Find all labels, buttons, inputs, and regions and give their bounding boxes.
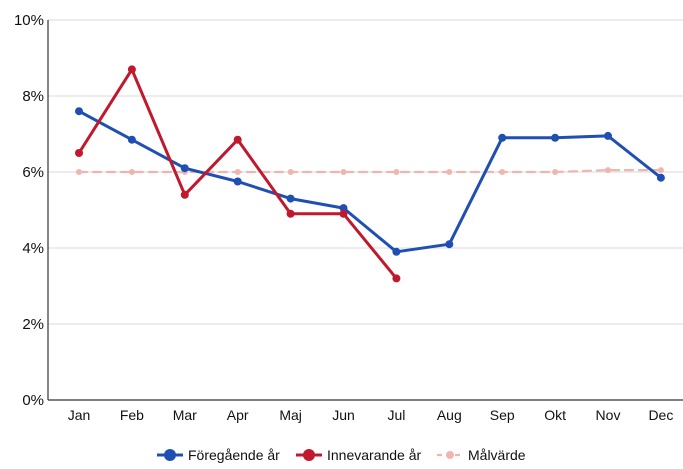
x-tick-label: Apr [227, 407, 249, 423]
data-point [288, 169, 294, 175]
data-point [551, 134, 559, 142]
x-tick-labels: Jan Feb Mar Apr Maj Jun Jul Aug Sep Okt Nov Dec [68, 407, 674, 423]
data-point [658, 167, 664, 173]
data-point [234, 136, 242, 144]
legend-label: Föregående år [188, 447, 280, 463]
data-point [287, 195, 295, 203]
data-point [657, 174, 665, 182]
data-point [604, 132, 612, 140]
x-tick-label: Sep [490, 407, 515, 423]
x-tick-label: Dec [648, 407, 673, 423]
y-tick-label: 10% [14, 12, 44, 29]
x-tick-label: Okt [544, 407, 566, 423]
data-point [234, 178, 242, 186]
data-point [393, 169, 399, 175]
data-point [445, 240, 453, 248]
data-point [499, 169, 505, 175]
series-target [76, 167, 664, 175]
data-point [181, 191, 189, 199]
legend-item: Målvärde [437, 447, 526, 463]
data-point [446, 169, 452, 175]
data-point [76, 169, 82, 175]
data-point [235, 169, 241, 175]
data-point [392, 248, 400, 256]
x-tick-label: Maj [279, 407, 302, 423]
y-tick-label: 8% [22, 88, 44, 105]
axes [48, 20, 683, 400]
data-point [75, 107, 83, 115]
data-point [128, 136, 136, 144]
series-previous-year [75, 107, 665, 256]
x-tick-label: Jun [332, 407, 355, 423]
data-point [129, 169, 135, 175]
data-point [552, 169, 558, 175]
x-tick-label: Aug [437, 407, 462, 423]
legend: Föregående år Innevarande år Målvärde [157, 447, 526, 463]
series-layer [75, 65, 665, 282]
y-tick-label: 2% [22, 316, 44, 333]
legend-swatch-marker [303, 449, 315, 461]
data-point [287, 210, 295, 218]
legend-label: Innevarande år [327, 447, 422, 463]
legend-swatch-marker [164, 449, 176, 461]
data-point [498, 134, 506, 142]
x-tick-label: Feb [120, 407, 144, 423]
data-point [341, 169, 347, 175]
y-tick-label: 6% [22, 164, 44, 181]
data-point [392, 274, 400, 282]
legend-item: Innevarande år [296, 447, 422, 463]
x-tick-label: Nov [596, 407, 621, 423]
x-tick-label: Jul [387, 407, 405, 423]
y-tick-label: 0% [22, 392, 44, 409]
x-tick-label: Jan [68, 407, 91, 423]
x-tick-label: Mar [173, 407, 197, 423]
y-tick-labels: 0% 2% 4% 6% 8% 10% [14, 12, 44, 409]
data-point [75, 149, 83, 157]
data-point [605, 167, 611, 173]
legend-swatch-marker [446, 451, 454, 459]
legend-item: Föregående år [157, 447, 280, 463]
y-tick-label: 4% [22, 240, 44, 257]
data-point [181, 164, 189, 172]
legend-label: Målvärde [468, 447, 526, 463]
data-point [340, 210, 348, 218]
series-line [79, 111, 661, 252]
data-point [128, 65, 136, 73]
